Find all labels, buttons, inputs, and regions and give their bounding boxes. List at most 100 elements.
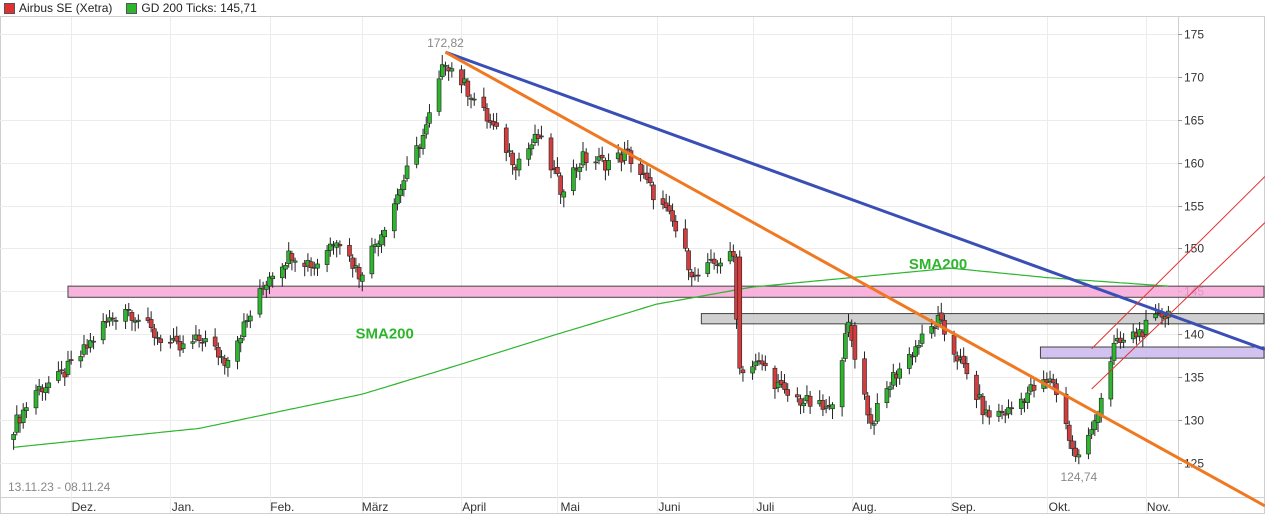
candle-body [264, 284, 269, 290]
candle-body [718, 262, 723, 267]
candle-body [459, 69, 464, 86]
candle-body [324, 250, 330, 265]
candle-body [999, 410, 1005, 413]
candle-body [471, 98, 477, 101]
candle-body [241, 321, 247, 337]
candle-body [801, 402, 807, 407]
candle-body [481, 96, 487, 108]
candle-body [961, 355, 966, 365]
candle-body [443, 65, 448, 67]
x-tick-label: Aug. [852, 500, 877, 514]
candle-body [919, 333, 925, 344]
candle-body [1086, 434, 1091, 455]
candle-body [107, 317, 112, 322]
candle-body [468, 97, 474, 100]
candle-body [91, 340, 96, 343]
candle-body [775, 381, 781, 388]
candle-body [1063, 393, 1069, 425]
candle-body [100, 321, 106, 341]
candle-body [1050, 379, 1056, 384]
candle-body [350, 257, 355, 269]
candle-body [46, 382, 52, 388]
candle-body [996, 410, 1002, 417]
candle-body [359, 274, 365, 282]
candle-body [772, 367, 778, 389]
candle-body [88, 340, 93, 348]
sma200-label: SMA200 [355, 325, 413, 342]
candle-body [1143, 319, 1149, 335]
candle-body [395, 194, 400, 205]
candle-body [427, 112, 432, 124]
candle-body [670, 210, 675, 222]
zone-gray [700, 313, 1265, 325]
candle-body [1092, 420, 1098, 430]
candle-body [1111, 342, 1117, 361]
candle-body [638, 163, 643, 175]
y-tick-label: 175 [1184, 28, 1204, 42]
y-tick-label: 130 [1184, 414, 1204, 428]
candle-body [494, 122, 499, 127]
candle-body [113, 320, 119, 322]
candle-body [839, 360, 845, 408]
y-tick-label: 165 [1184, 114, 1204, 128]
candle-body [510, 152, 515, 166]
candle-body [20, 409, 26, 424]
candle-body [782, 382, 787, 390]
candle-body [136, 319, 141, 322]
y-tick-label: 135 [1184, 371, 1204, 385]
y-tick-label: 160 [1184, 157, 1204, 171]
candle-body [353, 265, 359, 268]
candle-body [347, 245, 352, 257]
candle-body [1070, 440, 1075, 450]
candle-body [539, 135, 544, 138]
candle-body [862, 358, 867, 395]
candle-body [887, 386, 893, 390]
candle-body [180, 343, 186, 349]
candle-body [158, 338, 164, 343]
legend-item-price[interactable]: Airbus SE (Xetra) [4, 1, 112, 15]
candle-body [884, 388, 890, 404]
candle-body [356, 266, 362, 280]
y-tick-label: 155 [1184, 200, 1204, 214]
candle-body [1089, 429, 1094, 435]
candle-body [78, 356, 84, 362]
date-range-label: 13.11.23 - 08.11.24 [8, 480, 111, 494]
candle-body [779, 379, 784, 385]
candle-body [11, 434, 16, 440]
candle-body [439, 64, 445, 77]
candle-body [315, 263, 320, 269]
candle-body [974, 374, 979, 400]
candle-body [558, 175, 563, 195]
candle-body [59, 369, 64, 372]
x-tick-label: Mai [561, 500, 580, 514]
candle-body [270, 275, 276, 280]
candle-body [391, 203, 397, 232]
trendline-blue [444, 50, 1265, 351]
legend-swatch-price [4, 2, 15, 14]
candle-body [890, 372, 896, 386]
candle-body [986, 410, 992, 418]
candle-body [571, 167, 576, 191]
x-tick-label: Jan. [172, 500, 195, 514]
candle-body [1076, 454, 1082, 458]
candle-body [1009, 407, 1014, 410]
legend-swatch-sma [126, 2, 138, 14]
candle-body [104, 320, 109, 323]
candle-body [24, 407, 29, 411]
candle-body [871, 423, 877, 426]
candle-body [1002, 413, 1008, 416]
candle-body [289, 253, 295, 261]
legend-item-sma[interactable]: GD 200 Ticks: 145,71 [126, 1, 257, 15]
candle-body [126, 309, 132, 311]
candle-body [414, 145, 419, 165]
candle-body [174, 335, 180, 342]
candle-body [711, 258, 717, 264]
candle-body [625, 148, 631, 151]
candle-body [56, 371, 61, 381]
chart-legend: Airbus SE (Xetra) GD 200 Ticks: 145,71 [4, 0, 257, 16]
candle-body [526, 148, 531, 160]
candle-body [795, 394, 800, 398]
candle-body [420, 135, 426, 149]
candle-body [216, 346, 221, 358]
candle-body [484, 108, 490, 122]
